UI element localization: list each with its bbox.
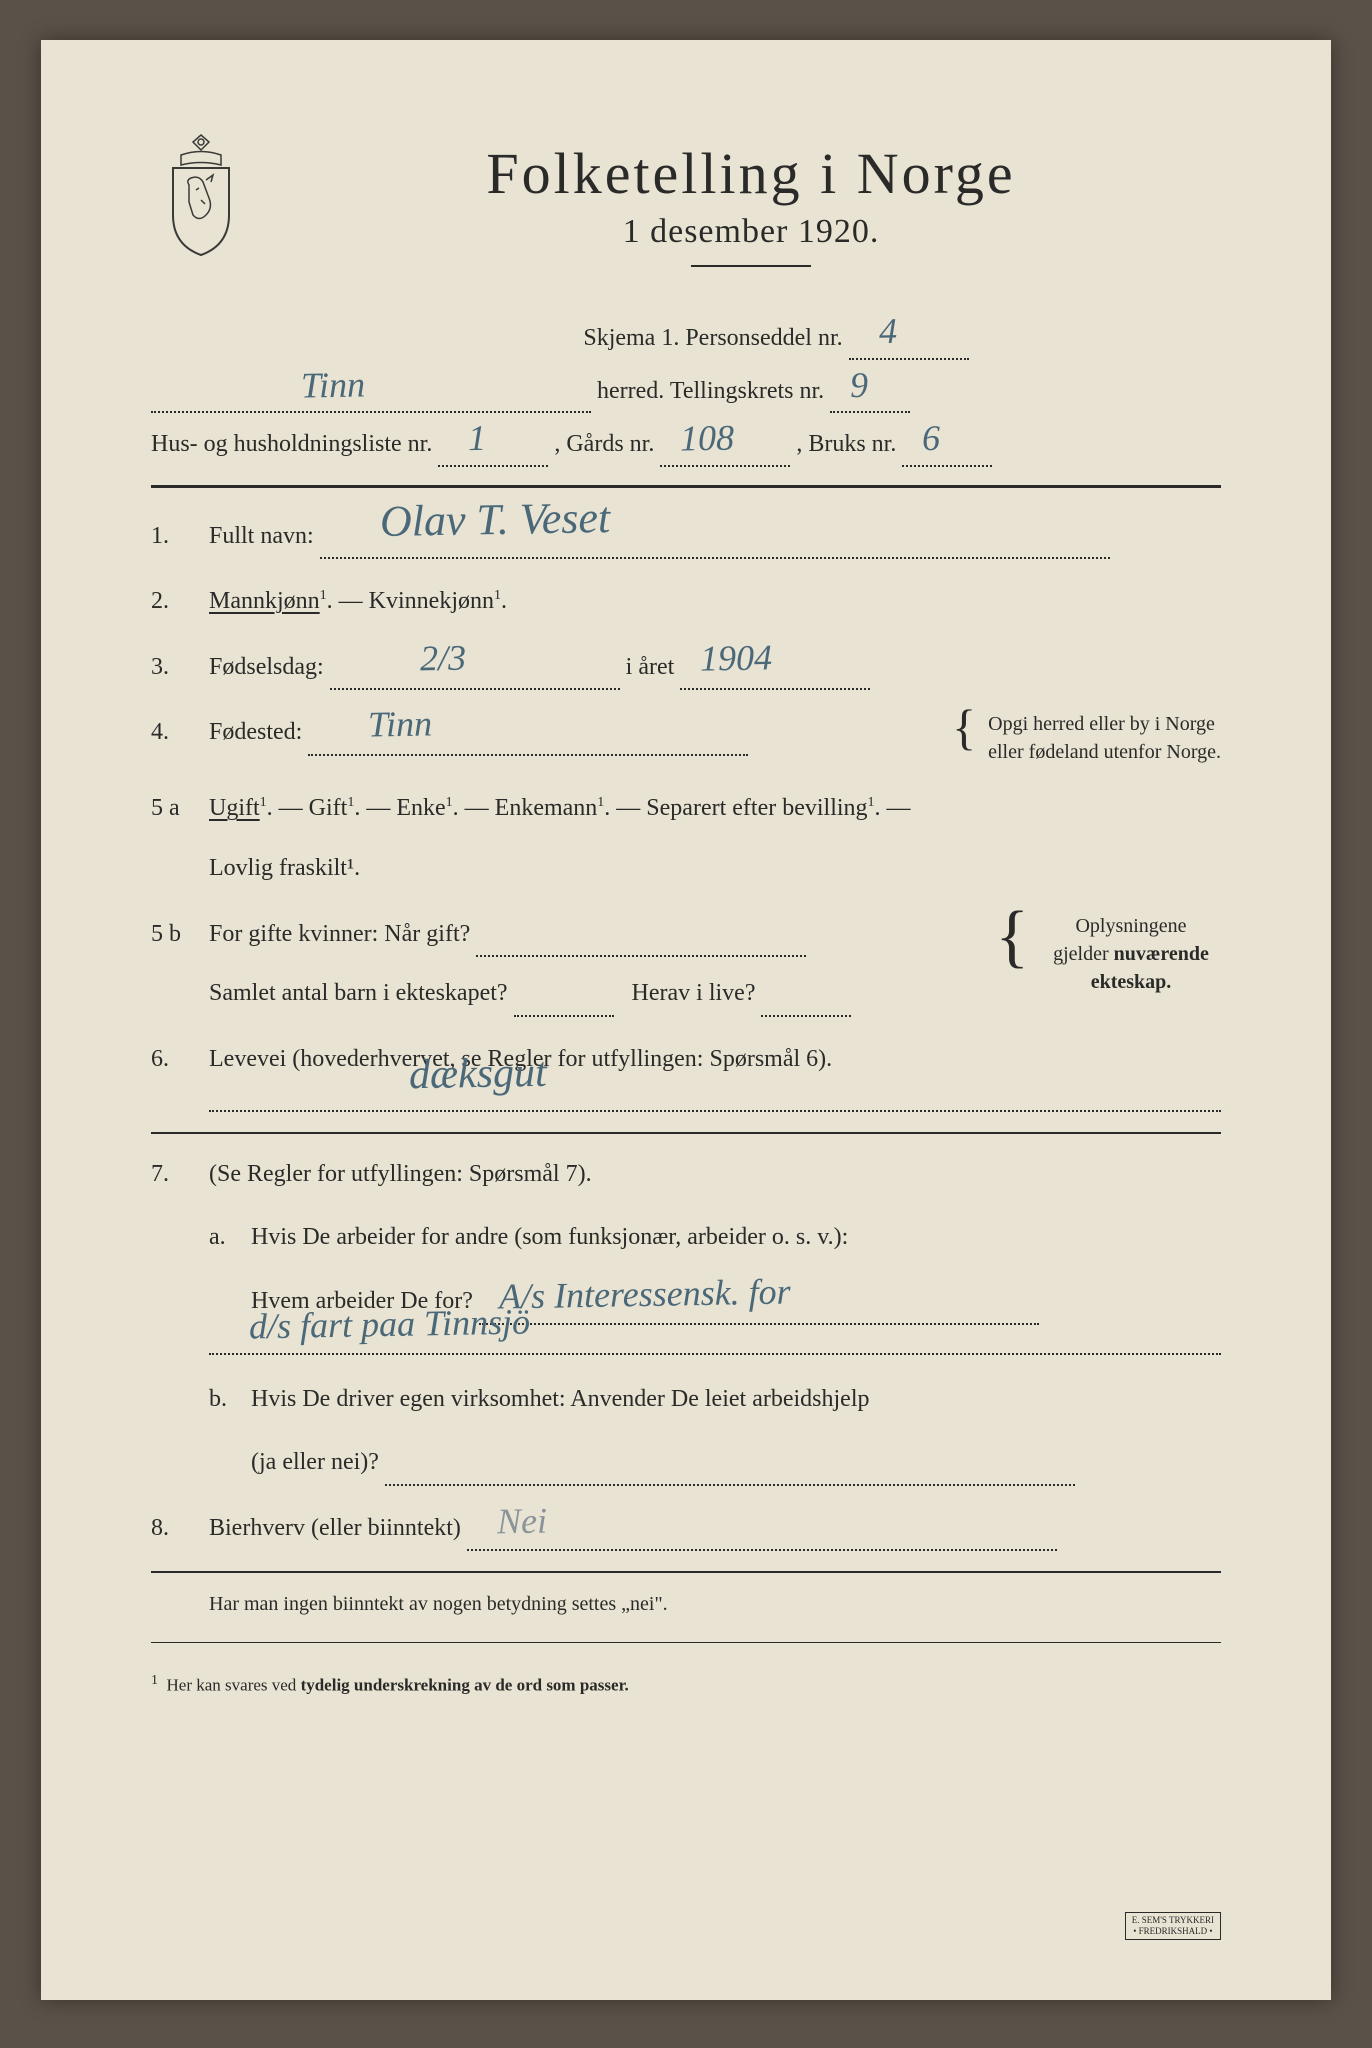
q7a-label: a. xyxy=(209,1215,239,1261)
gaards-nr: 108 xyxy=(680,405,735,471)
footer-note: Har man ingen biinntekt av nogen betydni… xyxy=(209,1593,1221,1616)
q2-sup1: 1 xyxy=(320,588,327,603)
q4-note-a: Opgi herred eller by i Norge xyxy=(988,710,1221,738)
q5b-label-a: For gifte kvinner: Når gift? xyxy=(209,921,470,947)
q2-num: 2. xyxy=(151,579,191,625)
q1: 1. Fullt navn: Olav T. Veset xyxy=(151,514,1221,560)
q4-num: 4. xyxy=(151,710,191,766)
employer-2: d/s fart paa Tinnsjö xyxy=(248,1288,530,1361)
bracket-icon: { xyxy=(952,710,976,745)
q8-label: Bierhverv (eller biinntekt) xyxy=(209,1515,461,1541)
tellingskrets-nr: 9 xyxy=(850,352,869,417)
title-divider xyxy=(691,265,811,267)
q2-mann: Mannkjønn xyxy=(209,588,320,614)
q6: 6. Levevei (hovederhvervet, se Regler fo… xyxy=(151,1037,1221,1113)
bruks-label: , Bruks nr. xyxy=(796,431,896,457)
q5a: 5 a Ugift1. — Gift1. — Enke1. — Enkemann… xyxy=(151,786,1221,891)
q3-label: Fødselsdag: xyxy=(209,654,324,680)
q1-label: Fullt navn: xyxy=(209,523,314,549)
husliste-prefix: Hus- og husholdningsliste nr. xyxy=(151,431,432,457)
herred-name: Tinn xyxy=(300,352,365,418)
birth-day: 2/3 xyxy=(419,624,466,693)
title: Folketelling i Norge xyxy=(281,140,1221,207)
coat-of-arms xyxy=(151,130,251,260)
herred-suffix: herred. Tellingskrets nr. xyxy=(597,378,824,404)
title-block: Folketelling i Norge 1 desember 1920. xyxy=(281,140,1221,297)
q5b-num: 5 b xyxy=(151,912,191,1017)
occupation: dæksgut xyxy=(408,1033,547,1115)
q3-num: 3. xyxy=(151,645,191,691)
bracket-icon-2: { xyxy=(995,912,1029,961)
q3: 3. Fødselsdag: 2/3 i året 1904 xyxy=(151,645,1221,691)
full-name: Olav T. Veset xyxy=(379,476,611,564)
q7b-label: b. xyxy=(209,1377,239,1423)
employer-1: A/s Interessensk. for xyxy=(498,1258,791,1331)
gaards-label: , Gårds nr. xyxy=(554,431,654,457)
crest-svg xyxy=(151,130,251,260)
divider-footnote xyxy=(151,1642,1221,1644)
footnote: 1 Her kan svares ved tydelig underskrekn… xyxy=(151,1673,1221,1696)
q2: 2. Mannkjønn1. — Kvinnekjønn1. xyxy=(151,579,1221,625)
q4-label: Fødested: xyxy=(209,719,302,745)
q7b-q: (ja eller nei)? xyxy=(251,1449,379,1475)
q5a-num: 5 a xyxy=(151,786,191,891)
q4-note: Opgi herred eller by i Norge eller fødel… xyxy=(988,710,1221,766)
printer-stamp: E. SEM'S TRYKKERI• FREDRIKSHALD • xyxy=(1125,1912,1221,1940)
liste-nr: 1 xyxy=(468,406,487,471)
q1-num: 1. xyxy=(151,514,191,560)
q2-sep: . — Kvinnekjønn xyxy=(327,588,494,614)
q5b: 5 b For gifte kvinner: Når gift? Samlet … xyxy=(151,912,1221,1017)
q8-num: 8. xyxy=(151,1506,191,1552)
q5b-note: Oplysningene gjelder nuværende ekteskap. xyxy=(1041,912,1221,996)
subtitle: 1 desember 1920. xyxy=(281,213,1221,251)
q3-mid: i året xyxy=(626,654,675,680)
q4: 4. Fødested: Tinn { Opgi herred eller by… xyxy=(151,710,1221,766)
q7a-text: Hvis De arbeider for andre (som funksjon… xyxy=(251,1224,848,1250)
q5b-note-a: Oplysningene xyxy=(1041,912,1221,940)
q5b-label-c: Herav i live? xyxy=(632,980,756,1006)
q7-num: 7. xyxy=(151,1152,191,1486)
birth-year: 1904 xyxy=(700,623,773,693)
q2-sup2: 1 xyxy=(494,588,501,603)
divider-bottom xyxy=(151,1571,1221,1573)
divider-top xyxy=(151,485,1221,488)
q4-note-b: eller fødeland utenfor Norge. xyxy=(988,738,1221,766)
census-form-page: Folketelling i Norge 1 desember 1920. Sk… xyxy=(41,40,1331,2000)
q5b-label-b: Samlet antal barn i ekteskapet? xyxy=(209,980,508,1006)
divider-mid xyxy=(151,1132,1221,1134)
q7b-text: Hvis De driver egen virksomhet: Anvender… xyxy=(251,1386,869,1412)
header: Folketelling i Norge 1 desember 1920. xyxy=(151,140,1221,297)
q8: 8. Bierhverv (eller biinntekt) Nei xyxy=(151,1506,1221,1552)
q7-label: (Se Regler for utfyllingen: Spørsmål 7). xyxy=(209,1161,592,1187)
q6-num: 6. xyxy=(151,1037,191,1113)
husliste-line: Hus- og husholdningsliste nr. 1 , Gårds … xyxy=(151,423,1221,466)
q5a-line2: Lovlig fraskilt¹. xyxy=(209,846,1221,892)
q7: 7. (Se Regler for utfyllingen: Spørsmål … xyxy=(151,1152,1221,1486)
secondary-occupation: Nei xyxy=(496,1487,547,1556)
birthplace: Tinn xyxy=(368,689,433,758)
personseddel-nr: 4 xyxy=(878,299,897,364)
skjema-label: Skjema 1. Personseddel nr. xyxy=(583,325,842,351)
bruks-nr: 6 xyxy=(922,406,941,471)
